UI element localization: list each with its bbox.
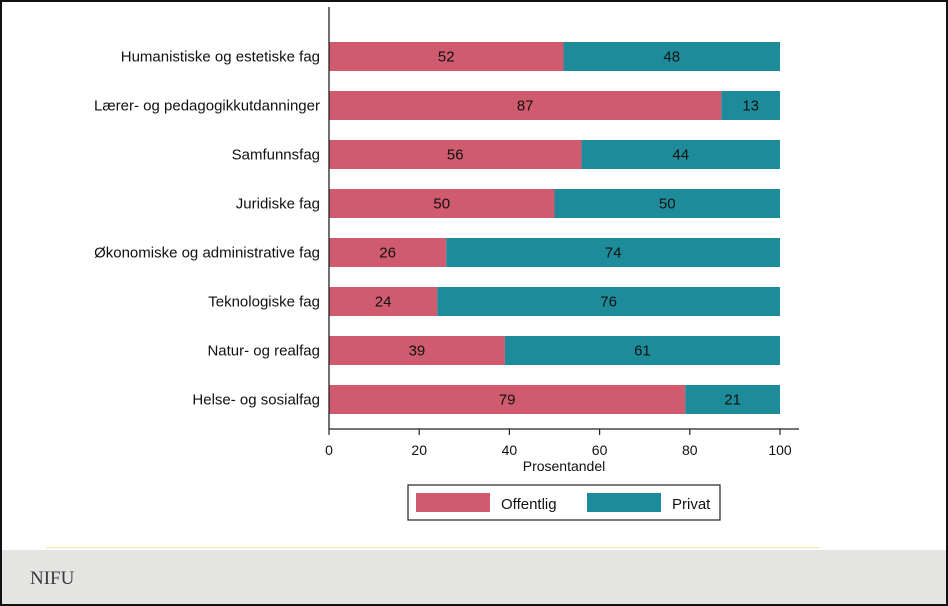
x-tick-label: 20 [411, 442, 427, 458]
data-label: 48 [663, 49, 680, 66]
bar-privat [446, 238, 780, 267]
category-label: Humanistiske og estetiske fag [121, 49, 320, 66]
bar-offentlig [329, 238, 447, 267]
stacked-bar-chart: Humanistiske og estetiske fag 52 48 Lærer- … [94, 7, 799, 521]
category-label: Økonomiske og administrative fag [94, 245, 320, 262]
bar-offentlig [329, 42, 564, 71]
x-tick-label: 0 [325, 442, 333, 458]
data-label: 50 [433, 196, 450, 213]
footer: NIFU [2, 550, 946, 604]
x-tick-label: 40 [502, 442, 518, 458]
category-label: Samfunnsfag [232, 147, 320, 164]
bar-offentlig [329, 140, 582, 169]
bar-offentlig [329, 287, 438, 316]
bar-privat [563, 42, 780, 71]
bar-privat [685, 385, 780, 414]
category-label: Natur- og realfag [207, 343, 320, 360]
x-axis-title: Prosentandel [523, 458, 606, 474]
data-label: 74 [605, 245, 622, 262]
bar-privat [504, 336, 780, 365]
x-tick-label: 80 [682, 442, 698, 458]
category-label: Lærer- og pedagogikkutdanninger [94, 98, 320, 115]
x-tick-label: 100 [768, 442, 792, 458]
x-tick-label: 60 [592, 442, 608, 458]
data-label: 79 [499, 392, 516, 409]
data-label: 52 [438, 49, 455, 66]
data-label: 13 [742, 98, 759, 115]
divider [46, 547, 820, 548]
data-label: 21 [724, 392, 741, 409]
bar-offentlig [329, 91, 722, 120]
bar-privat [437, 287, 780, 316]
bar-offentlig [329, 385, 686, 414]
legend-label-privat: Privat [672, 496, 711, 513]
bar-offentlig [329, 336, 505, 365]
category-label: Teknologiske fag [208, 294, 320, 311]
source-label: NIFU [30, 568, 75, 589]
data-label: 44 [672, 147, 689, 164]
data-label: 24 [375, 294, 392, 311]
data-label: 56 [447, 147, 464, 164]
data-label: 61 [634, 343, 651, 360]
bar-privat [554, 189, 780, 218]
data-label: 39 [409, 343, 426, 360]
legend-swatch-offentlig [416, 493, 490, 512]
data-label: 50 [659, 196, 676, 213]
data-label: 26 [379, 245, 396, 262]
category-label: Juridiske fag [236, 196, 320, 213]
data-label: 76 [600, 294, 617, 311]
bar-offentlig [329, 189, 555, 218]
bar-privat [721, 91, 780, 120]
data-label: 87 [517, 98, 534, 115]
legend-label-offentlig: Offentlig [501, 496, 557, 513]
bar-privat [581, 140, 780, 169]
category-label: Helse- og sosialfag [192, 392, 320, 409]
legend-swatch-privat [587, 493, 661, 512]
